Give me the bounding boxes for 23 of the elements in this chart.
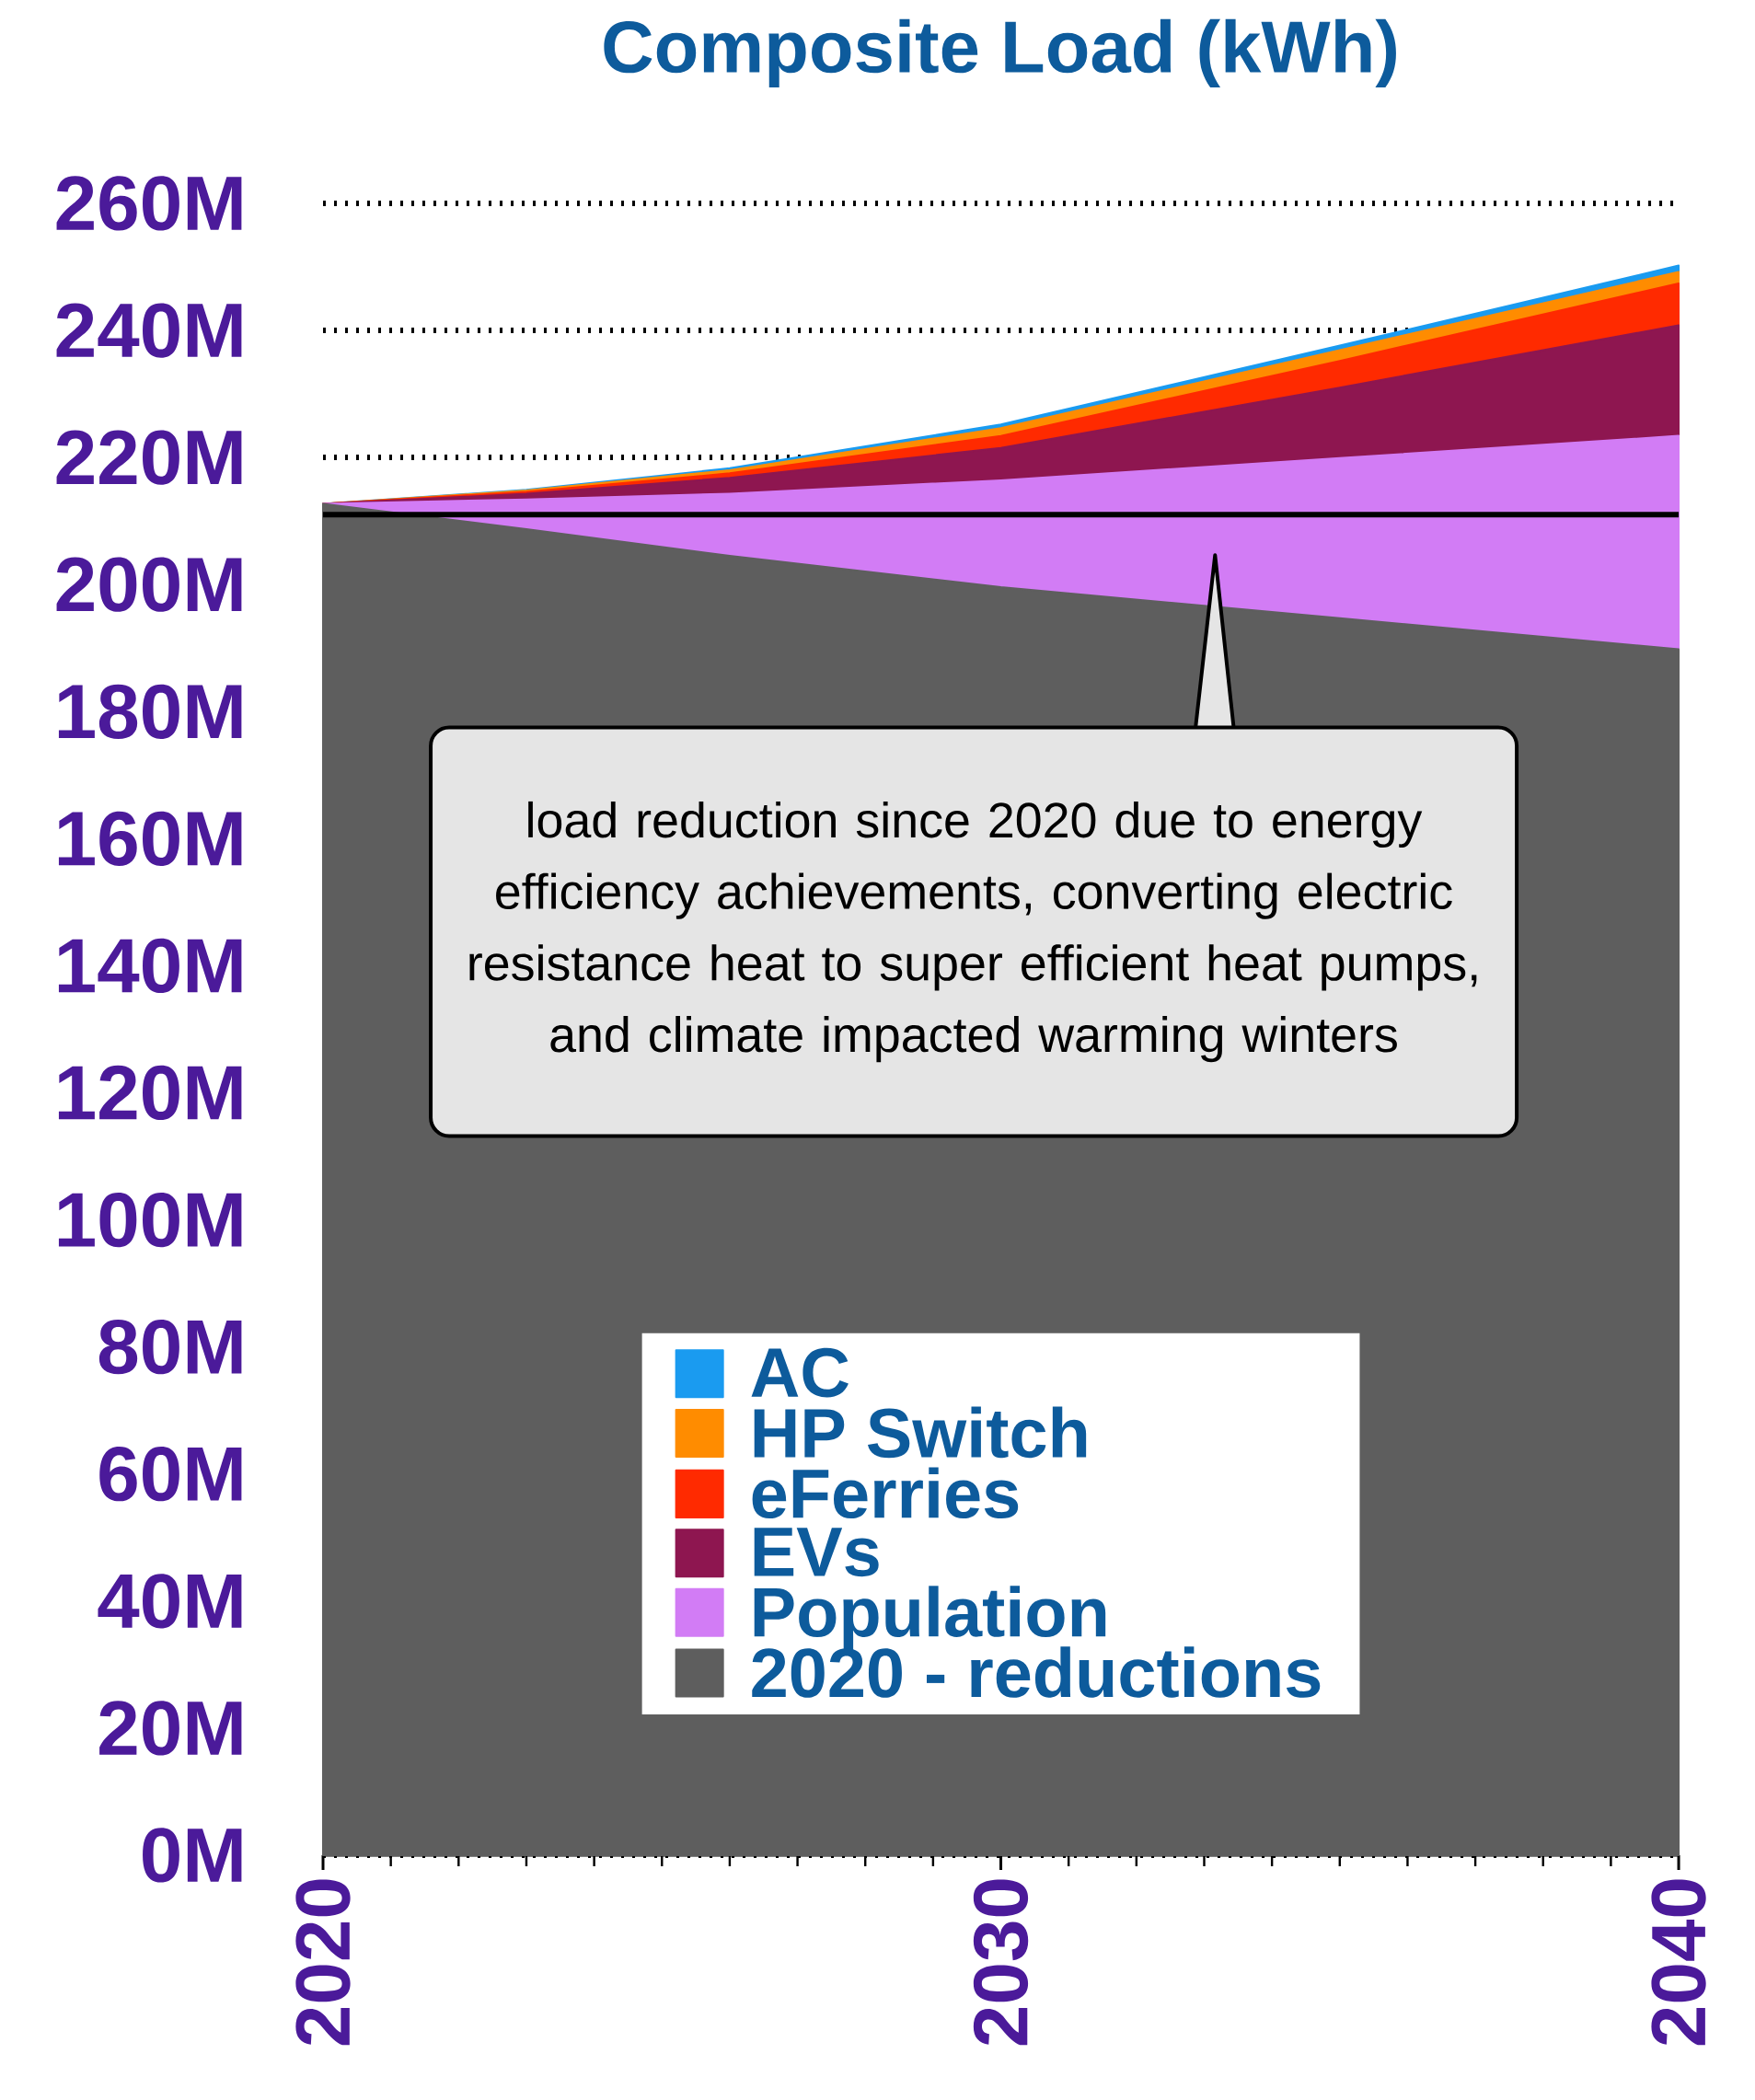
y-tick-label: 80M	[98, 1320, 242, 1375]
annotation: load reduction since 2020 due to energy efficiency achievements, converting electric resistance heat to super efficient heat pumps, and climate impacted warming winters	[469, 801, 1477, 1063]
x-tick-label: 2030	[973, 1879, 1029, 2046]
y-tick-label: 160M	[58, 811, 242, 866]
y-tick-label: 100M	[58, 1192, 242, 1248]
legend-label: EVs	[754, 1528, 879, 1577]
legend-label: AC	[751, 1347, 849, 1398]
y-tick-label: 60M	[99, 1447, 242, 1502]
chart-title: Composite Load (kWh)	[604, 18, 1396, 88]
legend-label: HP Switch	[754, 1406, 1087, 1459]
y-tick-label: 240M	[56, 303, 242, 358]
y-tick-label: 0M	[143, 1828, 242, 1883]
x-tick-label: 2020	[295, 1879, 351, 2046]
y-tick-label: 220M	[56, 430, 242, 485]
legend-label: eFerries	[752, 1467, 1019, 1519]
y-tick-label: 140M	[58, 938, 242, 994]
y-tick-label: 120M	[58, 1065, 242, 1121]
x-tick-label: 2040	[1651, 1879, 1706, 2046]
y-tick-label: 20M	[99, 1701, 242, 1756]
y-tick-label: 200M	[56, 557, 242, 612]
y-tick-label: 180M	[58, 684, 242, 739]
y-tick-label: 260M	[56, 176, 242, 231]
y-tick-label: 40M	[98, 1574, 242, 1629]
